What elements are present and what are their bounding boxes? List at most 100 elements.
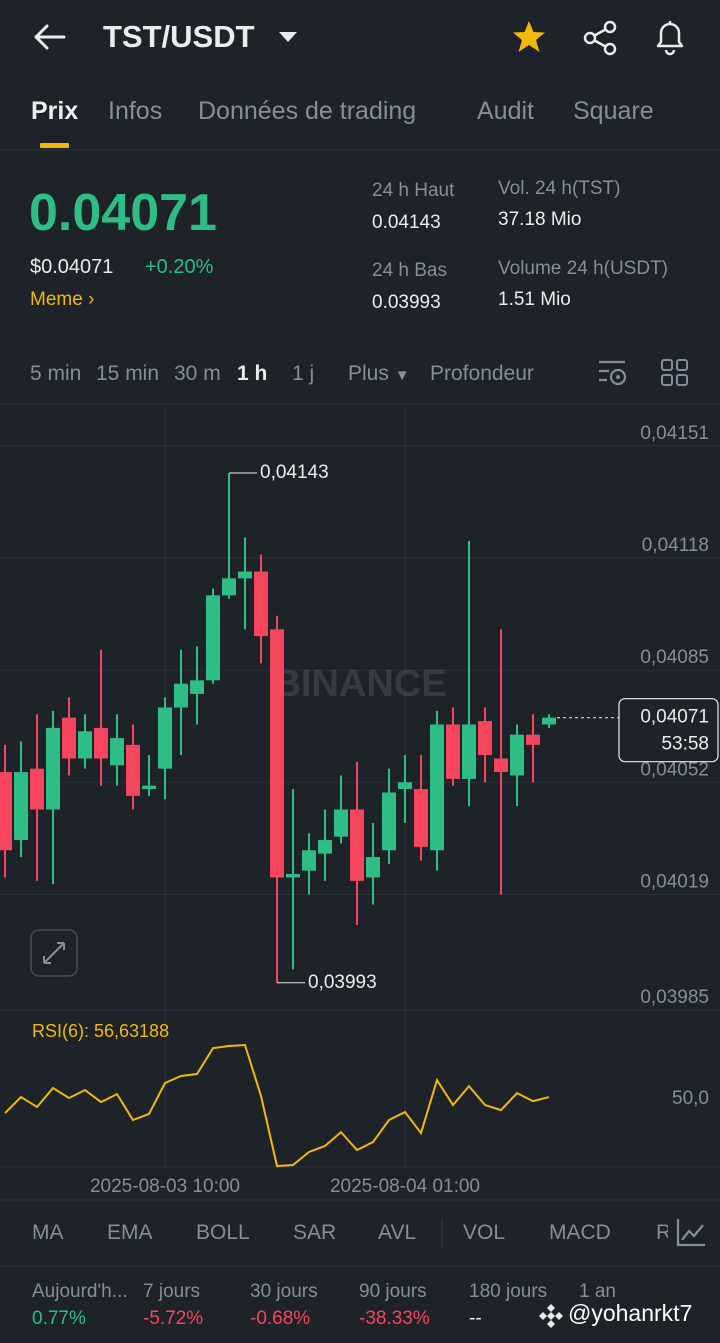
candle-body <box>286 874 300 878</box>
tab-active[interactable]: Prix <box>31 97 79 125</box>
interval-active[interactable]: 1 h <box>237 362 268 385</box>
indicator[interactable]: AVL <box>378 1221 417 1244</box>
stat-value: 0.04143 <box>372 212 441 233</box>
stat-value: 37.18 Mio <box>498 209 582 230</box>
perf-period: 30 jours <box>250 1281 318 1302</box>
expand-button[interactable] <box>30 929 78 977</box>
y-tick-label: 0,04019 <box>640 871 709 892</box>
price-change: +0.20% <box>145 256 214 278</box>
perf-value: 0.77% <box>32 1308 86 1329</box>
candle-body <box>30 768 44 810</box>
perf-value: -5.72% <box>143 1308 204 1329</box>
layout-button[interactable] <box>660 358 690 388</box>
candle-body <box>494 758 508 773</box>
notification-bell[interactable] <box>652 18 688 56</box>
y-tick-label: 0,03985 <box>640 987 709 1008</box>
candle-body <box>238 571 252 579</box>
candle-body <box>174 683 188 708</box>
candle-body <box>126 744 140 796</box>
interval-more-label: Plus <box>348 362 389 385</box>
back-button[interactable] <box>30 22 70 52</box>
candle-body <box>254 571 268 637</box>
candle-body <box>78 731 92 759</box>
indicator-settings[interactable] <box>675 1216 707 1248</box>
candle-body <box>14 772 28 841</box>
candle-body <box>270 629 284 878</box>
pair-title[interactable]: TST/USDT <box>103 19 255 54</box>
icon-backdrop <box>668 1210 720 1256</box>
candle-body <box>542 717 556 725</box>
perf-value: -38.33% <box>359 1308 430 1329</box>
indicator-title: RSI(6): 56,63188 <box>32 1021 169 1041</box>
y-tick-label: 0,04151 <box>640 423 709 444</box>
indicator[interactable]: VOL <box>463 1221 506 1244</box>
interval[interactable]: 1 j <box>292 362 315 385</box>
indicator[interactable]: EMA <box>107 1221 153 1244</box>
x-tick-label: 2025-08-03 10:00 <box>90 1176 240 1197</box>
perf-value: -- <box>469 1308 482 1329</box>
candle-body <box>0 772 12 851</box>
candle-body <box>302 850 316 871</box>
candle-body <box>190 680 204 694</box>
rsi-line <box>4 1043 550 1168</box>
candle-body <box>350 809 364 881</box>
stat-label: Vol. 24 h(TST) <box>498 178 621 199</box>
tab[interactable]: Audit <box>477 97 534 125</box>
candle-body <box>430 724 444 851</box>
pair-dropdown[interactable] <box>278 30 298 44</box>
tab[interactable]: Square <box>573 97 654 125</box>
current-price-label: 0,04071 <box>640 707 709 728</box>
y-tick-label: 0,04052 <box>640 759 709 780</box>
interval[interactable]: 5 min <box>30 362 82 385</box>
watermark-logo <box>539 1304 563 1328</box>
price-usd: $0.04071 <box>30 256 114 278</box>
indicator[interactable]: SAR <box>293 1221 337 1244</box>
candle-body <box>478 721 492 756</box>
indicator[interactable]: BOLL <box>196 1221 250 1244</box>
candle-body <box>222 578 236 596</box>
candle-body <box>446 724 460 779</box>
stat-label: 24 h Haut <box>372 180 455 201</box>
candle-body <box>334 809 348 837</box>
perf-period: 7 jours <box>143 1281 201 1302</box>
interval-more[interactable]: Plus ▼ <box>348 362 410 385</box>
perf-period: 1 an <box>579 1281 616 1302</box>
perf-period: 180 jours <box>469 1281 548 1302</box>
stat-value: 0.03993 <box>372 292 441 313</box>
current-price-box <box>618 698 719 763</box>
chart-settings[interactable] <box>597 358 629 388</box>
candle-body <box>382 792 396 851</box>
candle-body <box>526 734 540 745</box>
interval[interactable]: 30 m <box>174 362 221 385</box>
indicator[interactable]: R <box>656 1221 672 1244</box>
candle-body <box>414 789 428 847</box>
indicator[interactable]: MA <box>32 1221 64 1244</box>
stat-label: 24 h Bas <box>372 260 447 281</box>
candle-body <box>318 840 332 854</box>
share-button[interactable] <box>582 20 618 56</box>
perf-value: -0.68% <box>250 1308 311 1329</box>
candle-body <box>462 724 476 779</box>
candle-body <box>110 738 124 766</box>
tab[interactable]: Données de trading <box>198 97 417 125</box>
expand-icon <box>43 942 65 964</box>
perf-period: 90 jours <box>359 1281 427 1302</box>
chart-watermark: BINANCE <box>273 663 446 705</box>
tag-label: Meme <box>30 289 83 310</box>
y-tick-label: 0,04118 <box>642 535 709 556</box>
candle-body <box>398 782 412 790</box>
tab[interactable]: Infos <box>108 97 163 125</box>
candle-body <box>206 595 220 681</box>
depth-tab[interactable]: Profondeur <box>430 362 534 385</box>
favorite-star[interactable] <box>511 20 547 54</box>
separator <box>441 1219 443 1247</box>
y-tick-label: 50,0 <box>672 1088 709 1109</box>
tag[interactable]: Meme › <box>30 289 95 310</box>
indicator[interactable]: MACD <box>549 1221 611 1244</box>
y-tick-label: 0,04085 <box>640 647 709 668</box>
interval[interactable]: 15 min <box>96 362 160 385</box>
candle-body <box>62 717 76 759</box>
stat-value: 1.51 Mio <box>498 289 571 310</box>
candle-body <box>158 707 172 769</box>
